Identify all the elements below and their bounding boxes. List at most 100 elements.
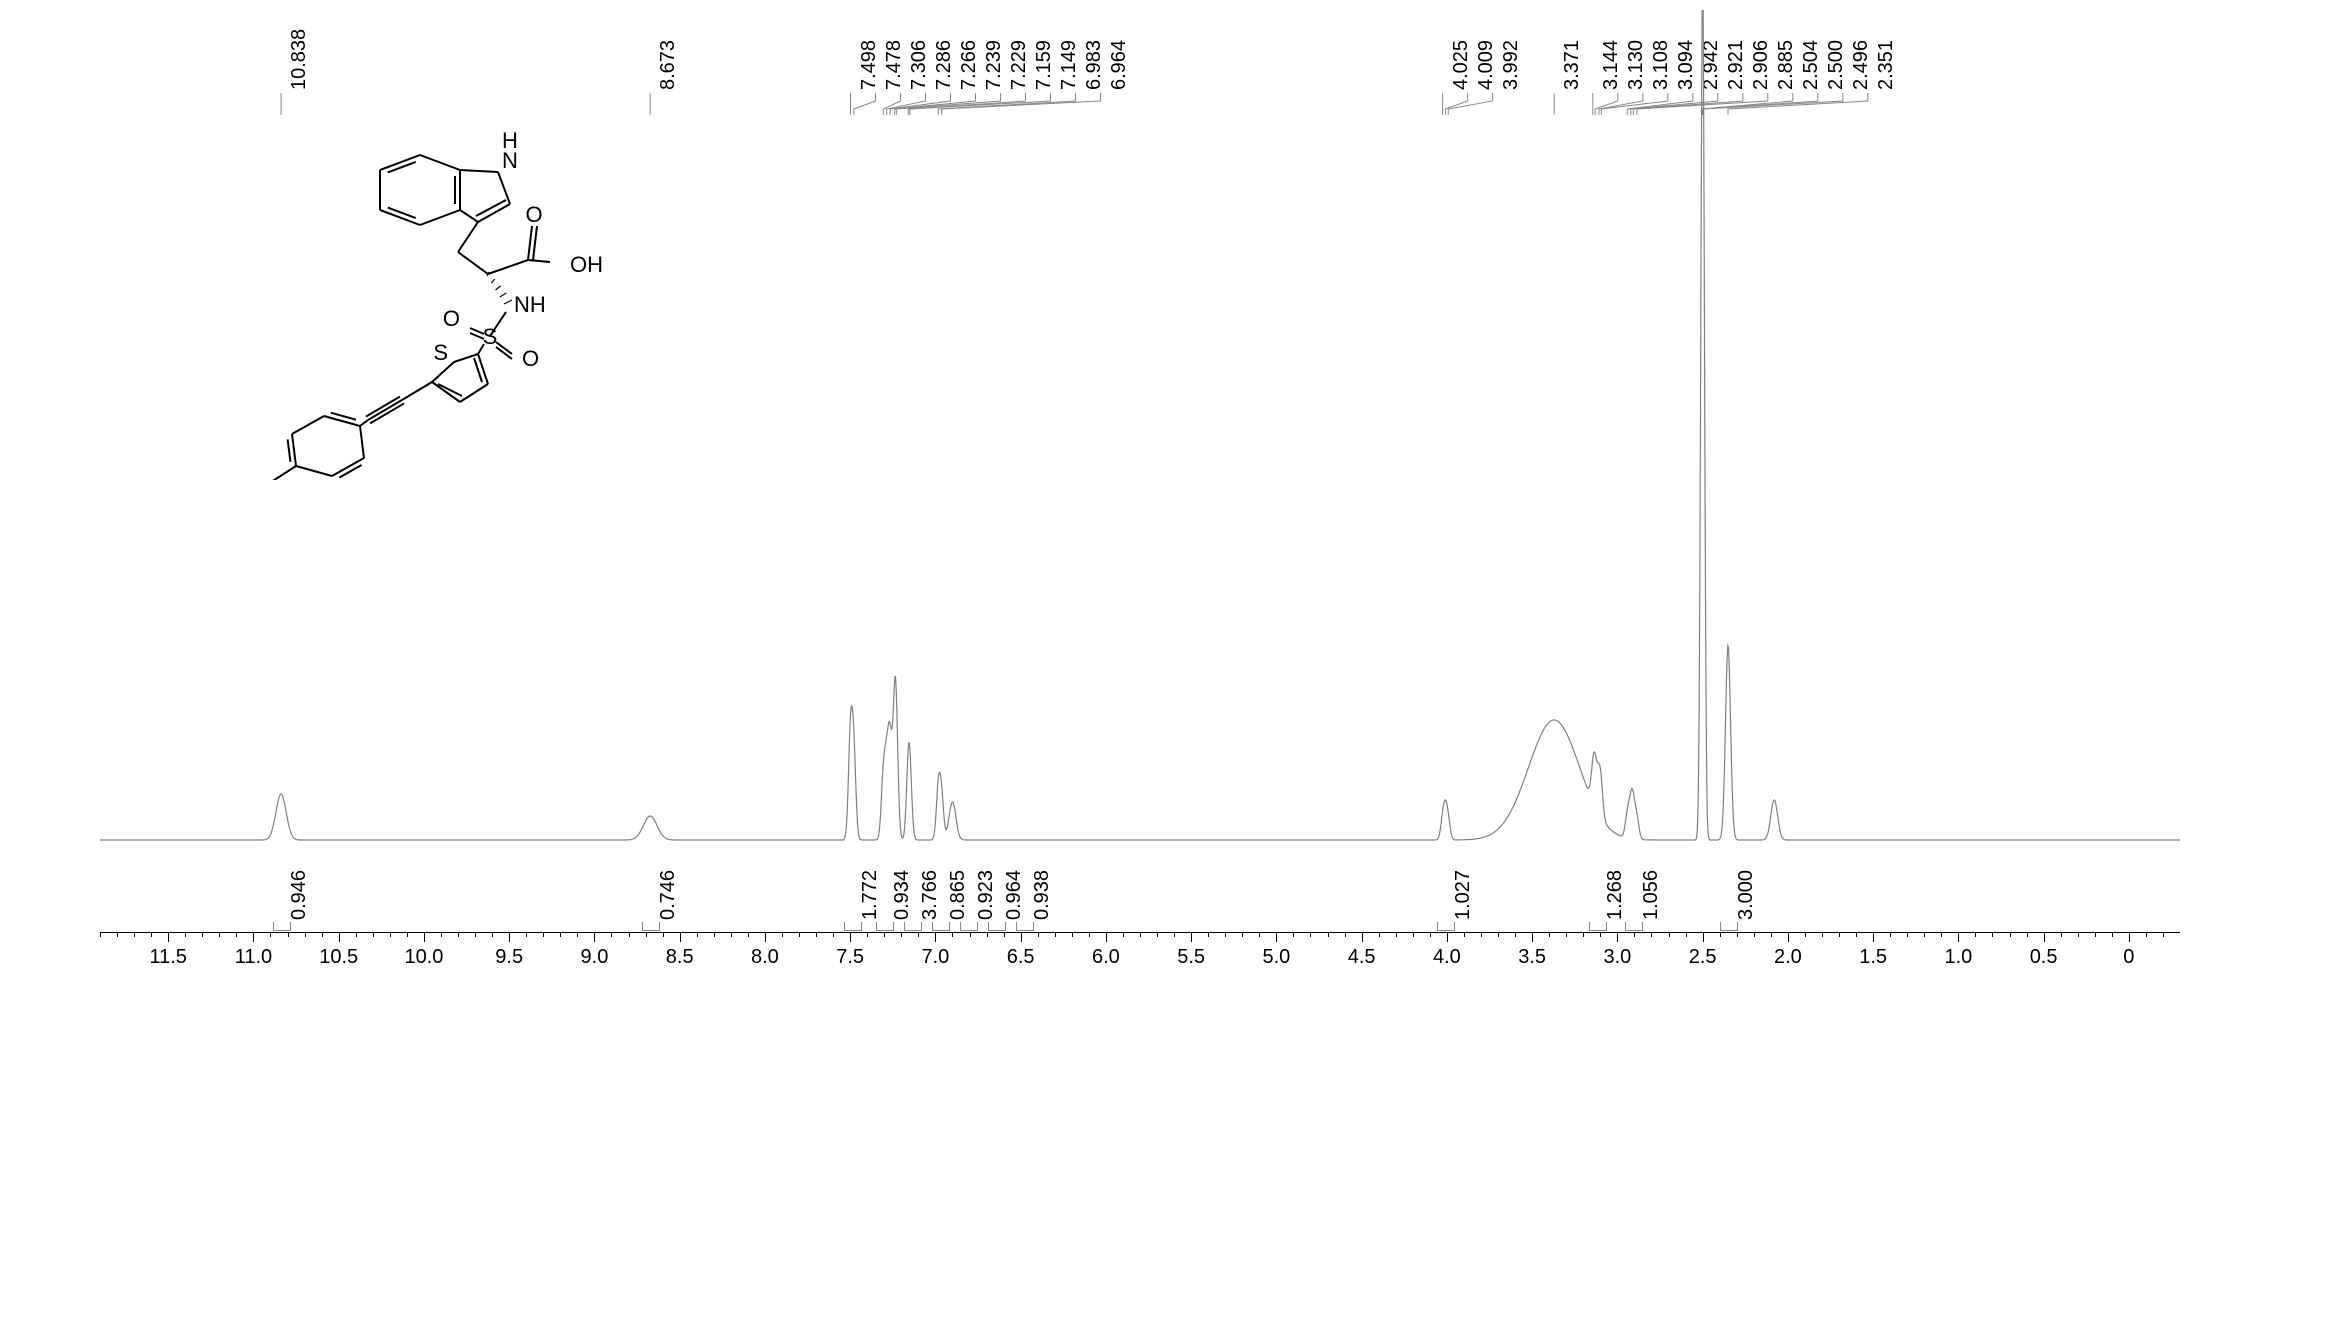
axis-minor-tick: [1259, 932, 1260, 937]
integral-label: 1.772: [859, 870, 882, 920]
axis-major-tick: [1362, 932, 1363, 942]
axis-minor-tick: [475, 932, 476, 937]
axis-minor-tick: [202, 932, 203, 937]
integral-bracket: [904, 922, 922, 931]
axis-minor-tick: [1055, 932, 1056, 937]
axis-tick-label: 9.5: [495, 946, 523, 969]
integral-bracket: [1589, 922, 1607, 931]
nmr-spectrum-plot: 10.8388.6737.4987.4787.3067.2867.2667.23…: [100, 10, 2200, 970]
axis-major-tick: [1788, 932, 1789, 942]
axis-minor-tick: [1992, 932, 1993, 937]
integral-label: 1.056: [1640, 870, 1663, 920]
integral-label: 0.923: [975, 870, 998, 920]
axis-minor-tick: [2061, 932, 2062, 937]
axis-minor-tick: [1293, 932, 1294, 937]
axis-minor-tick: [1975, 932, 1976, 937]
axis-minor-tick: [1089, 932, 1090, 937]
axis-minor-tick: [492, 932, 493, 937]
axis-minor-tick: [2010, 932, 2011, 937]
axis-minor-tick: [2146, 932, 2147, 937]
axis-minor-tick: [2112, 932, 2113, 937]
axis-major-tick: [1276, 932, 1277, 942]
axis-minor-tick: [1924, 932, 1925, 937]
axis-minor-tick: [748, 932, 749, 937]
axis-minor-tick: [629, 932, 630, 937]
axis-minor-tick: [1328, 932, 1329, 937]
axis-minor-tick: [2095, 932, 2096, 937]
axis-minor-tick: [236, 932, 237, 937]
axis-minor-tick: [1242, 932, 1243, 937]
axis-minor-tick: [970, 932, 971, 937]
axis-tick-label: 10.0: [404, 946, 443, 969]
axis-tick-label: 4.0: [1433, 946, 1461, 969]
axis-minor-tick: [560, 932, 561, 937]
integral-bracket: [876, 922, 894, 931]
integral-label: 0.938: [1031, 870, 1054, 920]
axis-tick-label: 1.0: [1944, 946, 1972, 969]
axis-minor-tick: [1566, 932, 1567, 937]
axis-major-tick: [594, 932, 595, 942]
axis-minor-tick: [1345, 932, 1346, 937]
axis-minor-tick: [714, 932, 715, 937]
axis-minor-tick: [441, 932, 442, 937]
axis-minor-tick: [1004, 932, 1005, 937]
axis-minor-tick: [646, 932, 647, 937]
axis-tick-label: 7.5: [836, 946, 864, 969]
axis-minor-tick: [288, 932, 289, 937]
axis-minor-tick: [1123, 932, 1124, 937]
axis-major-tick: [935, 932, 936, 942]
axis-minor-tick: [1208, 932, 1209, 937]
integral-label: 3.766: [919, 870, 942, 920]
axis-minor-tick: [1549, 932, 1550, 937]
axis-minor-tick: [731, 932, 732, 937]
axis-minor-tick: [117, 932, 118, 937]
axis-tick-label: 1.5: [1859, 946, 1887, 969]
axis-tick-label: 8.0: [751, 946, 779, 969]
axis-minor-tick: [611, 932, 612, 937]
axis-minor-tick: [1839, 932, 1840, 937]
axis-minor-tick: [1430, 932, 1431, 937]
axis-minor-tick: [2027, 932, 2028, 937]
integral-bracket: [932, 922, 950, 931]
axis-minor-tick: [1805, 932, 1806, 937]
axis-major-tick: [1873, 932, 1874, 942]
axis-major-tick: [1021, 932, 1022, 942]
axis-minor-tick: [1737, 932, 1738, 937]
axis-tick-label: 10.5: [319, 946, 358, 969]
axis-tick-label: 9.0: [581, 946, 609, 969]
axis-tick-label: 6.0: [1092, 946, 1120, 969]
axis-minor-tick: [1890, 932, 1891, 937]
atom-label: O: [525, 202, 542, 227]
axis-tick-label: 11.5: [149, 946, 186, 969]
axis-tick-label: 0.5: [2030, 946, 2058, 969]
axis-tick-label: 5.0: [1262, 946, 1290, 969]
axis-minor-tick: [1396, 932, 1397, 937]
axis-tick-label: 0: [2123, 946, 2134, 969]
axis-minor-tick: [373, 932, 374, 937]
molecule-structure: NHNHOOHSOOS: [220, 100, 660, 480]
axis-minor-tick: [1686, 932, 1687, 937]
axis-minor-tick: [816, 932, 817, 937]
integral-bracket: [1625, 922, 1643, 931]
axis-minor-tick: [1669, 932, 1670, 937]
axis-minor-tick: [1072, 932, 1073, 937]
axis-major-tick: [850, 932, 851, 942]
axis-tick-label: 8.5: [666, 946, 694, 969]
axis-minor-tick: [1379, 932, 1380, 937]
axis-minor-tick: [1464, 932, 1465, 937]
integral-bracket: [642, 922, 660, 931]
axis-minor-tick: [134, 932, 135, 937]
axis-minor-tick: [1157, 932, 1158, 937]
axis-minor-tick: [1771, 932, 1772, 937]
axis-minor-tick: [2078, 932, 2079, 937]
atom-label: OH: [570, 252, 603, 277]
integral-bracket: [1720, 922, 1738, 931]
axis-minor-tick: [1498, 932, 1499, 937]
atom-label: S: [483, 324, 498, 349]
axis-minor-tick: [918, 932, 919, 937]
integral-label: 0.865: [947, 870, 970, 920]
axis-minor-tick: [1310, 932, 1311, 937]
atom-label: NH: [514, 292, 546, 317]
axis-major-tick: [1532, 932, 1533, 942]
axis-minor-tick: [1413, 932, 1414, 937]
